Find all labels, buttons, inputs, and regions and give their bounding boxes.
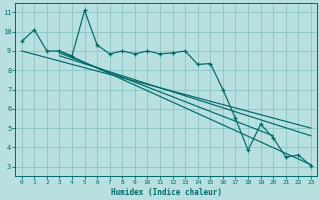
X-axis label: Humidex (Indice chaleur): Humidex (Indice chaleur) [111,188,222,197]
